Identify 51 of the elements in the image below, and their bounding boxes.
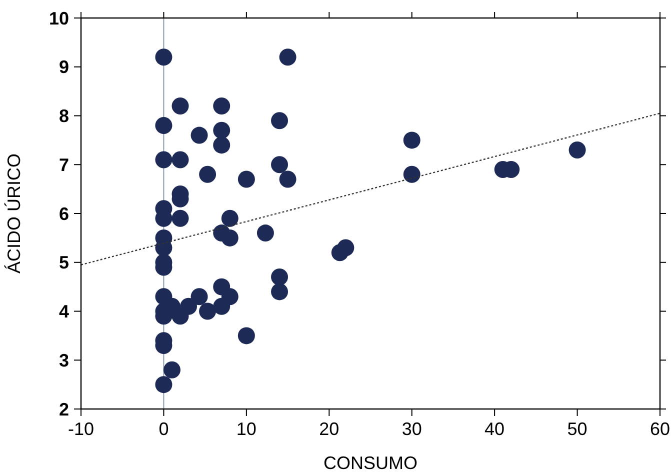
point (403, 166, 420, 183)
y-tick-label: 8 (58, 106, 69, 126)
point (279, 48, 296, 66)
point (213, 122, 230, 139)
point (163, 361, 180, 378)
x-axis-title: CONSUMO (324, 453, 418, 473)
point (568, 141, 586, 158)
point (199, 302, 216, 320)
y-tick-label: 5 (58, 252, 69, 273)
point (190, 126, 208, 144)
point (213, 136, 230, 154)
x-tick-label: 0 (158, 419, 169, 439)
point (172, 97, 189, 114)
point (155, 376, 172, 394)
point (271, 156, 288, 174)
point (172, 151, 189, 168)
point (155, 48, 172, 66)
point (155, 151, 172, 168)
point (190, 288, 208, 306)
y-tick-label: 10 (48, 8, 69, 28)
x-tick-label: 10 (236, 419, 256, 439)
point (403, 132, 420, 149)
y-tick-label: 2 (58, 399, 69, 420)
point (238, 327, 255, 344)
point (199, 166, 216, 183)
point (180, 298, 198, 315)
y-tick-label: 3 (58, 350, 69, 370)
point (238, 170, 255, 188)
y-axis-title: ÁCIDO ÚRICO (4, 153, 24, 274)
x-tick-label: 40 (484, 419, 505, 439)
y-tick-label: 6 (58, 204, 69, 224)
x-tick-label: -10 (68, 419, 94, 439)
x-tick-label: 50 (567, 419, 588, 439)
x-tick-label: 30 (402, 419, 422, 439)
point (271, 112, 288, 130)
y-tick-label: 7 (58, 154, 69, 175)
x-tick-label: 60 (650, 419, 670, 439)
y-tick-label: 4 (58, 302, 69, 322)
point (172, 210, 189, 227)
x-tick-label: 20 (319, 419, 340, 439)
point (221, 210, 238, 227)
point (256, 224, 274, 242)
point (155, 117, 172, 134)
point (221, 288, 238, 306)
point (213, 97, 230, 114)
point (271, 268, 288, 286)
point (221, 229, 238, 246)
point (279, 170, 296, 188)
point (337, 239, 354, 256)
point (271, 283, 288, 300)
y-tick-label: 9 (58, 57, 69, 78)
